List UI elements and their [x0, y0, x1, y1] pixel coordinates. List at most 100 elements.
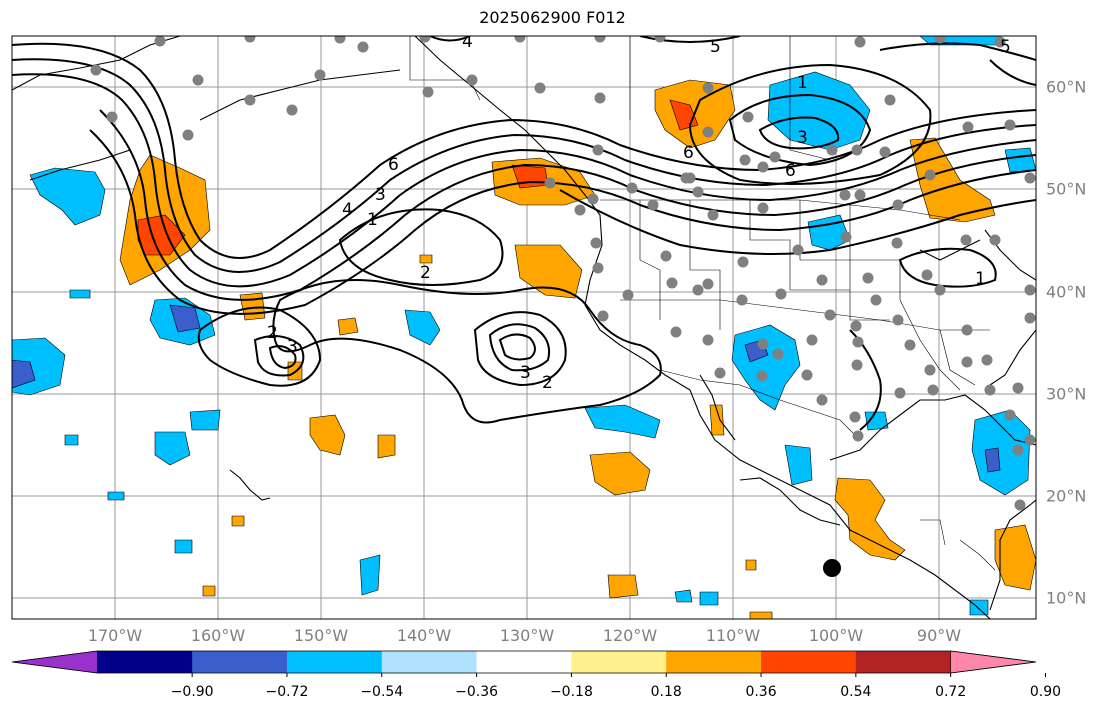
station-marker [702, 278, 714, 290]
longitude-label: 120°W [602, 626, 658, 645]
station-marker [757, 161, 769, 173]
colorbar-extend-min [11, 650, 98, 674]
station-marker [594, 92, 606, 104]
station-marker [594, 36, 606, 43]
station-marker [769, 151, 781, 163]
station-marker [894, 387, 906, 399]
station-marker [772, 348, 784, 360]
station-marker [851, 144, 863, 156]
colorbar-tick-label: −0.90 [170, 684, 214, 700]
station-marker [742, 111, 754, 123]
contour-label: 5 [1000, 37, 1011, 57]
contour-label: 4 [342, 200, 353, 220]
contour-label: 3 [375, 185, 386, 205]
contour-label: 6 [785, 161, 796, 181]
station-marker [534, 82, 546, 94]
contour-label: 6 [388, 155, 399, 175]
station-marker [792, 244, 804, 256]
colorbar-segment [855, 651, 952, 673]
station-marker [934, 36, 946, 44]
highlight-marker [823, 559, 841, 577]
colorbar-tick-label: 0.54 [840, 684, 872, 700]
longitude-label: 170°W [87, 626, 143, 645]
station-marker [960, 234, 972, 246]
station-marker [757, 202, 769, 214]
station-marker [592, 144, 604, 156]
longitude-label: 130°W [499, 626, 555, 645]
contour-label: 1 [975, 269, 986, 289]
longitude-label: 110°W [705, 626, 761, 645]
colorbar-tick-label: 0.72 [935, 684, 967, 700]
station-marker [924, 364, 936, 376]
station-marker [90, 64, 102, 76]
station-marker [1012, 382, 1024, 394]
station-marker [466, 74, 478, 86]
station-markers [90, 36, 1036, 511]
station-marker [989, 234, 1001, 246]
station-marker [892, 199, 904, 211]
longitude-label: 100°W [808, 626, 864, 645]
colorbar-segment [476, 651, 572, 673]
station-marker [839, 189, 851, 201]
station-marker [892, 314, 904, 326]
station-marker [597, 310, 609, 322]
longitude-label: 140°W [396, 626, 452, 645]
station-marker [849, 411, 861, 423]
station-marker [994, 36, 1006, 48]
map-title: 2025062900 F012 [479, 8, 626, 27]
station-marker [852, 336, 864, 348]
station-marker [670, 326, 682, 338]
colorbar-tick-label: −0.54 [360, 684, 404, 700]
contour-label: 2 [542, 373, 553, 393]
colorbar-segment [761, 651, 857, 673]
station-marker [826, 144, 838, 156]
map-border [11, 35, 1037, 620]
colorbar-segment [192, 651, 288, 673]
station-marker [737, 256, 749, 268]
station-marker [244, 94, 256, 106]
colorbar-segment [286, 651, 383, 673]
station-marker [106, 111, 118, 123]
contour-label: 2 [267, 323, 278, 343]
station-marker [736, 294, 748, 306]
station-marker [192, 74, 204, 86]
station-marker [1014, 499, 1026, 511]
station-marker [884, 94, 896, 106]
station-marker [422, 86, 434, 98]
colorbar-tick-label: 0.18 [650, 684, 682, 700]
station-marker [692, 284, 704, 296]
station-marker [692, 186, 704, 198]
contour-label: 1 [367, 210, 378, 230]
station-marker [984, 384, 996, 396]
contour-label: 3 [797, 128, 808, 148]
station-marker [592, 262, 604, 274]
station-marker [824, 309, 836, 321]
station-marker [757, 338, 769, 350]
contour-label: 3 [520, 363, 531, 383]
station-marker [806, 334, 818, 346]
longitude-label: 160°W [190, 626, 246, 645]
station-marker [739, 154, 751, 166]
station-marker [961, 356, 973, 368]
longitude-label: 90°W [916, 626, 962, 645]
station-marker [756, 370, 768, 382]
colorbar-tick-label: −0.36 [455, 684, 499, 700]
station-marker [314, 69, 326, 81]
latitude-label: 20°N [1046, 486, 1087, 506]
station-marker [666, 277, 678, 289]
latitude-label: 40°N [1046, 282, 1087, 302]
colorbar-segment [571, 651, 667, 673]
station-marker [851, 359, 863, 371]
contour-label: 3 [287, 337, 298, 357]
station-marker [775, 288, 787, 300]
station-marker [654, 36, 666, 43]
coastlines [12, 36, 1036, 619]
contour-label: 5 [710, 37, 721, 57]
station-marker [544, 177, 556, 189]
station-marker [707, 209, 719, 221]
negative-anomaly-shading [12, 36, 1036, 616]
station-marker [927, 384, 939, 396]
colorbar-tick-label: 0.90 [1029, 684, 1062, 700]
